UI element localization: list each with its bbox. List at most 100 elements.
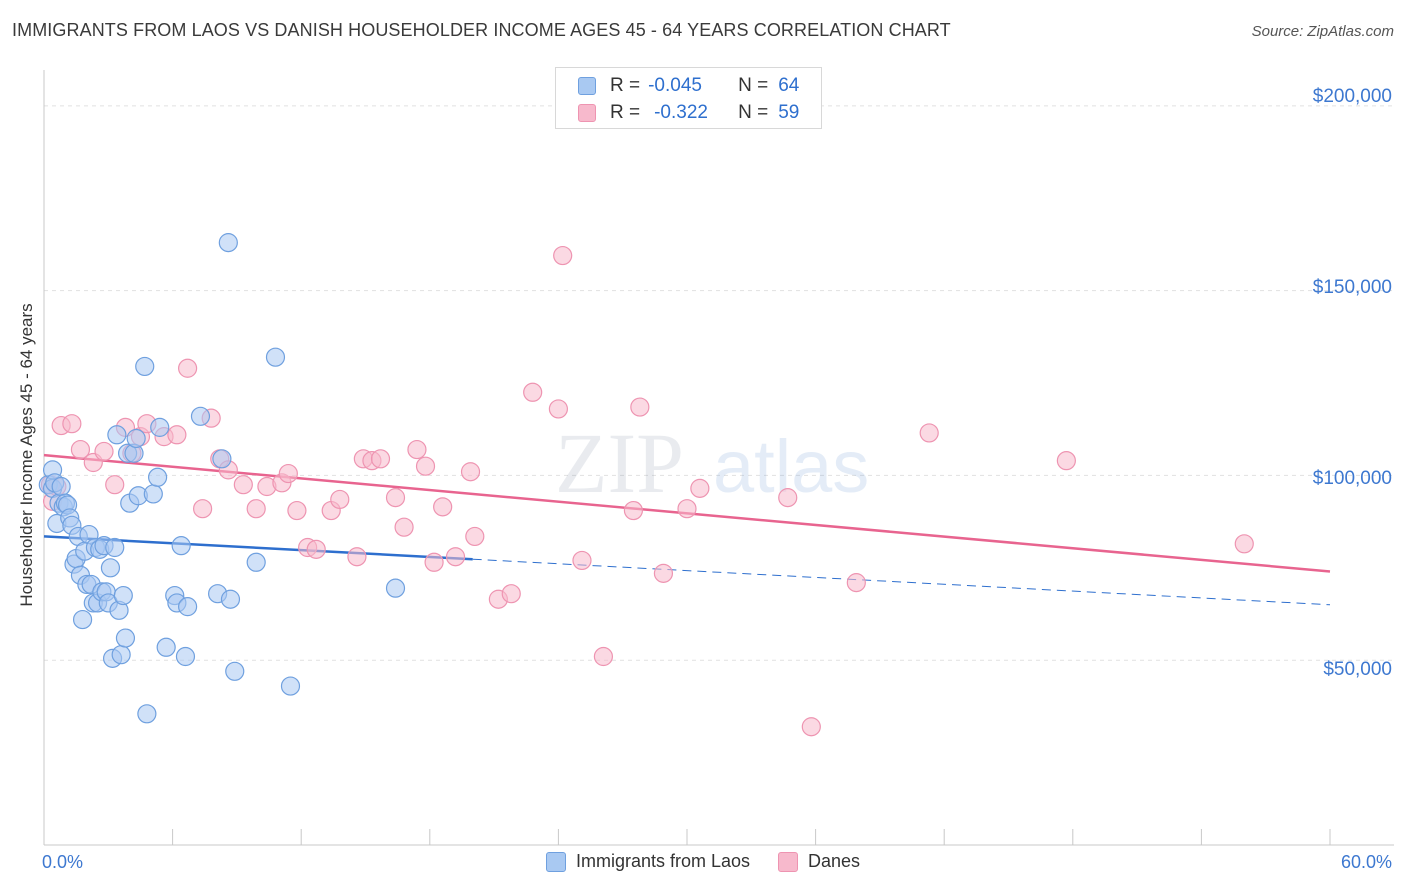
legend-swatch-laos — [545, 851, 566, 872]
point-danes[interactable] — [178, 358, 198, 378]
point-laos[interactable] — [115, 628, 136, 648]
point-laos[interactable] — [147, 467, 168, 487]
point-danes[interactable] — [501, 584, 521, 604]
point-danes[interactable] — [1056, 451, 1076, 471]
point-danes[interactable] — [433, 497, 453, 517]
point-danes[interactable] — [630, 397, 650, 417]
legend-label-danes: Danes — [808, 851, 861, 871]
point-danes[interactable] — [623, 500, 644, 521]
point-danes[interactable] — [465, 526, 485, 547]
legend-n-label: N = — [738, 102, 769, 123]
point-laos[interactable] — [385, 578, 406, 598]
point-danes[interactable] — [677, 499, 697, 519]
legend-row-laos: R = -0.045 N = 64 — [578, 74, 799, 98]
point-laos[interactable] — [225, 661, 245, 681]
series-legend: Immigrants from Laos Danes — [0, 851, 1406, 872]
point-laos[interactable] — [107, 425, 127, 445]
point-laos[interactable] — [190, 406, 211, 426]
x-ticks — [172, 829, 1331, 845]
y-axis-label: Householder Income Ages 45 - 64 years — [17, 303, 36, 607]
point-danes[interactable] — [385, 488, 406, 508]
point-laos[interactable] — [150, 417, 170, 437]
point-danes[interactable] — [690, 478, 710, 498]
gridlines — [44, 105, 1394, 661]
point-danes[interactable] — [278, 463, 298, 484]
legend-item-laos[interactable]: Immigrants from Laos — [545, 851, 751, 872]
point-danes[interactable] — [94, 441, 114, 462]
point-danes[interactable] — [330, 489, 350, 510]
point-laos[interactable] — [135, 356, 155, 377]
point-laos[interactable] — [143, 484, 163, 504]
legend-swatch-laos — [578, 77, 596, 95]
point-danes[interactable] — [593, 646, 614, 667]
point-danes[interactable] — [233, 475, 253, 495]
source-label: Source: — [1251, 23, 1304, 40]
point-danes[interactable] — [653, 563, 674, 583]
point-laos[interactable] — [113, 585, 133, 606]
source-attribution: Source: ZipAtlas.com — [1252, 23, 1394, 40]
point-danes[interactable] — [70, 439, 91, 460]
legend-row-danes: R = -0.322 N = 59 — [578, 101, 799, 125]
legend-n-label: N = — [738, 75, 769, 96]
legend-n-value-danes: 59 — [778, 102, 800, 123]
point-laos[interactable] — [126, 428, 146, 449]
point-danes[interactable] — [572, 550, 592, 571]
data-points — [38, 233, 1254, 737]
point-danes[interactable] — [919, 423, 939, 443]
point-danes[interactable] — [105, 475, 125, 495]
point-laos[interactable] — [178, 597, 198, 617]
point-danes[interactable] — [246, 499, 266, 519]
point-laos[interactable] — [72, 609, 93, 630]
point-danes[interactable] — [62, 414, 82, 434]
y-tick-label-50k: $50,000 — [1323, 659, 1392, 680]
y-tick-label-150k: $150,000 — [1312, 277, 1392, 298]
y-tick-label-100k: $100,000 — [1312, 468, 1392, 489]
point-danes[interactable] — [287, 500, 307, 521]
point-laos[interactable] — [51, 476, 71, 497]
point-laos[interactable] — [175, 646, 196, 667]
point-danes[interactable] — [523, 382, 543, 402]
point-laos[interactable] — [171, 536, 191, 556]
point-danes[interactable] — [347, 547, 367, 567]
point-danes[interactable] — [1234, 534, 1254, 554]
point-danes[interactable] — [445, 547, 466, 567]
point-danes[interactable] — [460, 462, 481, 482]
point-laos[interactable] — [218, 233, 238, 253]
legend-item-danes[interactable]: Danes — [778, 851, 860, 872]
point-laos[interactable] — [246, 552, 266, 572]
point-danes[interactable] — [548, 399, 569, 419]
y-tick-label-200k: $200,000 — [1312, 86, 1392, 107]
point-laos[interactable] — [212, 449, 232, 469]
x-tick-label-min: 0.0% — [42, 852, 84, 872]
legend-r-value-danes: -0.322 — [654, 102, 708, 123]
point-laos[interactable] — [100, 558, 121, 578]
legend-swatch-danes — [778, 851, 799, 872]
point-danes[interactable] — [306, 539, 326, 559]
point-laos[interactable] — [156, 637, 176, 657]
point-laos[interactable] — [137, 704, 157, 724]
point-laos[interactable] — [265, 347, 286, 367]
point-laos[interactable] — [220, 589, 241, 609]
point-danes[interactable] — [424, 552, 444, 572]
chart-title: IMMIGRANTS FROM LAOS VS DANISH HOUSEHOLD… — [12, 20, 951, 40]
x-tick-label-max: 60.0% — [1340, 852, 1392, 872]
point-danes[interactable] — [846, 573, 866, 593]
legend-n-value-laos: 64 — [778, 75, 800, 96]
point-danes[interactable] — [370, 449, 391, 469]
point-danes[interactable] — [407, 439, 427, 460]
point-danes[interactable] — [167, 425, 187, 445]
point-danes[interactable] — [553, 245, 573, 266]
point-danes[interactable] — [801, 717, 821, 737]
point-danes[interactable] — [193, 499, 213, 519]
point-danes[interactable] — [778, 488, 798, 508]
trend-line-laos-projected — [472, 558, 1331, 606]
point-laos[interactable] — [105, 537, 125, 558]
watermark-zip: ZIP — [555, 415, 684, 511]
source-value: ZipAtlas.com — [1307, 23, 1394, 40]
correlation-legend: R = -0.045 N = 64 R = -0.322 N = 59 — [555, 67, 822, 129]
point-laos[interactable] — [280, 676, 301, 696]
point-laos[interactable] — [111, 645, 131, 665]
point-danes[interactable] — [394, 517, 414, 537]
legend-label-laos: Immigrants from Laos — [575, 851, 751, 871]
point-danes[interactable] — [415, 456, 436, 476]
